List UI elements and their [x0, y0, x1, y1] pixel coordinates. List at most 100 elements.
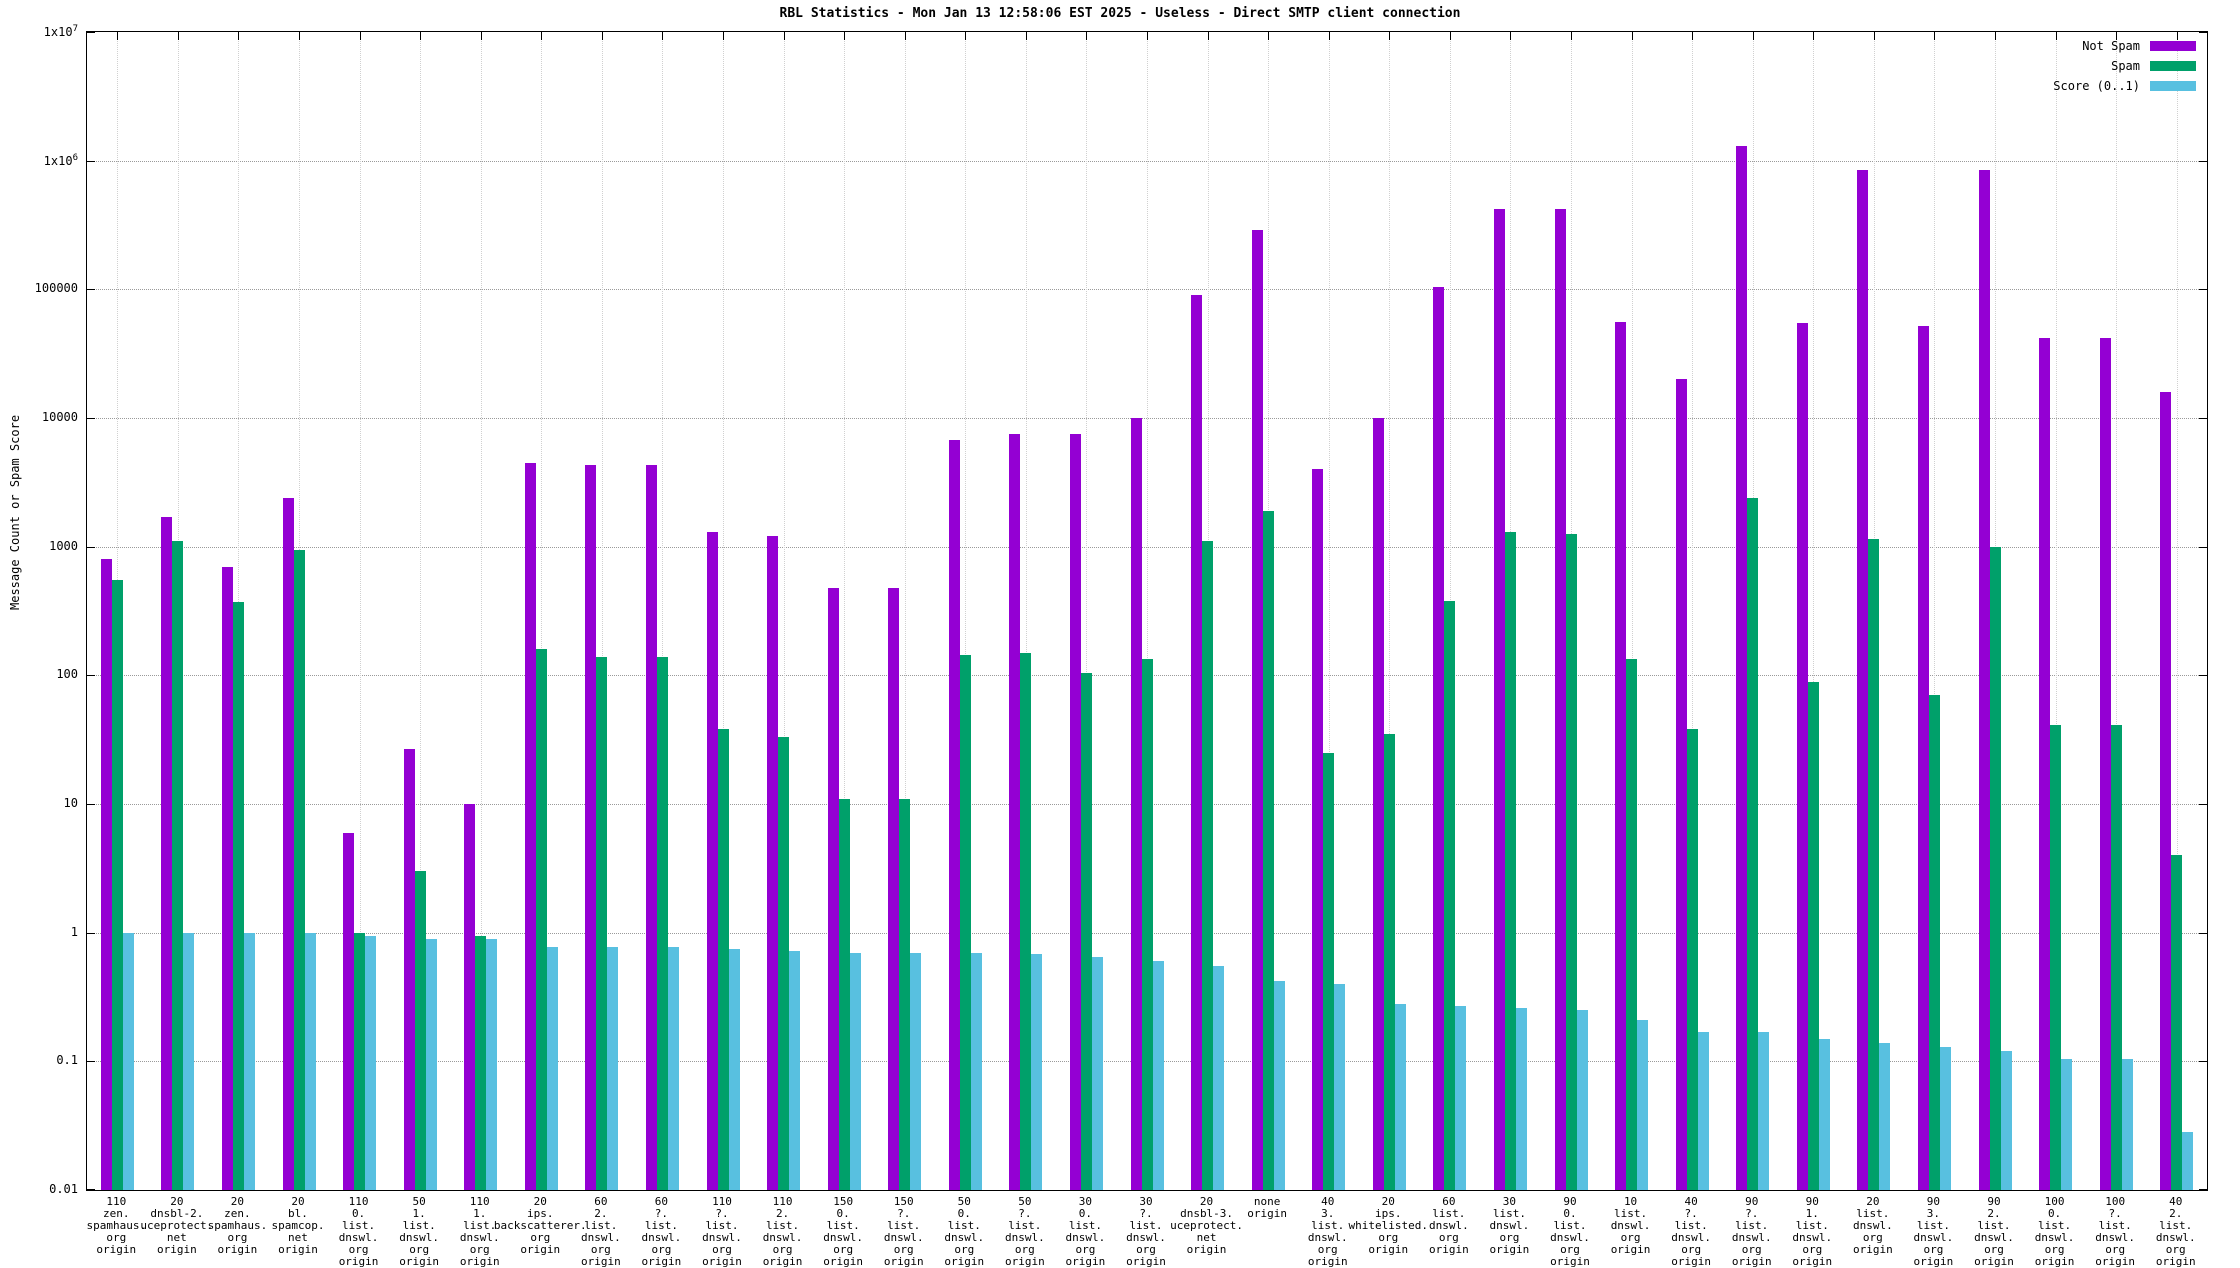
- bar-score-0-1: [607, 946, 619, 1190]
- y-tick-mark: [2199, 160, 2207, 162]
- grid-line-v: [783, 32, 785, 1190]
- bar-not-spam: [1554, 209, 1566, 1190]
- x-tick-mark: [783, 32, 785, 40]
- x-category-label: none origin: [1247, 1195, 1288, 1220]
- bar-not-spam: [1796, 322, 1808, 1190]
- y-tick-label: 0.1: [56, 1053, 78, 1068]
- bar-not-spam: [645, 465, 657, 1190]
- x-tick-mark: [1752, 32, 1754, 40]
- x-tick-labels: 110 zen. spamhaus. org origin 20 dnsbl-2. ucepr…: [86, 1195, 2206, 1268]
- bar-not-spam: [464, 804, 476, 1190]
- x-tick-mark: [238, 32, 240, 40]
- y-tick-label: 1000: [49, 538, 78, 553]
- bar-spam: [1565, 534, 1577, 1190]
- bar-not-spam: [1857, 169, 1869, 1190]
- x-category-label: 40?. list. dnswl. org origin: [1671, 1195, 1712, 1268]
- bar-spam: [959, 654, 971, 1190]
- y-tick-mark: [87, 675, 95, 677]
- legend-label-score: Score (0..1): [2053, 79, 2140, 93]
- bar-not-spam: [948, 439, 960, 1190]
- plot-area: [86, 31, 2208, 1191]
- x-category-label: 20 zen. spamhaus. org origin: [207, 1195, 268, 1256]
- grid-line-v: [1813, 32, 1815, 1190]
- bar-score-0-1: [1637, 1019, 1649, 1190]
- y-tick-mark: [2199, 804, 2207, 805]
- x-category-label: 20 list. dnswl. org origin: [1852, 1195, 1893, 1256]
- y-tick-mark: [87, 546, 95, 548]
- y-tick-label: 0.01: [49, 1182, 78, 1196]
- grid-line-v: [1025, 32, 1027, 1190]
- bar-not-spam: [706, 532, 718, 1190]
- bar-spam: [475, 935, 487, 1190]
- x-category-label: 20 dnsbl-2. uceprotect. net origin: [140, 1195, 214, 1256]
- bar-score-0-1: [1152, 961, 1164, 1190]
- y-tick-mark: [87, 932, 95, 934]
- x-category-label: 30 0. list. dnswl. org origin: [1065, 1195, 1106, 1268]
- legend-swatch-not-spam: [2150, 41, 2196, 51]
- y-tick-mark: [87, 1061, 95, 1063]
- legend-label-not-spam: Not Spam: [2082, 39, 2140, 53]
- x-tick-mark: [1207, 32, 1209, 40]
- bar-not-spam: [282, 497, 294, 1190]
- bar-spam: [899, 798, 911, 1190]
- x-category-label: 60?. list. dnswl. org origin: [641, 1195, 682, 1268]
- x-tick-mark: [1571, 32, 1572, 40]
- x-tick-mark: [1389, 32, 1391, 40]
- bar-score-0-1: [1758, 1031, 1770, 1190]
- bar-score-0-1: [667, 946, 679, 1190]
- bar-spam: [1383, 734, 1395, 1190]
- x-category-label: 110?. list. dnswl. org origin: [702, 1195, 742, 1268]
- x-category-label: 90 0. list. dnswl. org origin: [1550, 1195, 1590, 1268]
- x-tick-mark: [1147, 32, 1148, 40]
- y-tick-label: 1x107: [43, 24, 78, 39]
- x-tick-mark: [2176, 32, 2178, 40]
- x-category-label: 50?. list. dnswl. org origin: [1004, 1195, 1045, 1268]
- y-tick-mark: [87, 804, 95, 805]
- x-category-label: 110 2. list. dnswl. org origin: [762, 1195, 803, 1268]
- y-tick-mark: [2199, 675, 2207, 677]
- bar-not-spam: [221, 566, 233, 1190]
- bar-score-0-1: [1515, 1007, 1527, 1190]
- grid-line-v: [601, 32, 603, 1190]
- x-tick-mark: [1631, 32, 1633, 40]
- bar-not-spam: [767, 536, 779, 1190]
- bar-score-0-1: [1576, 1010, 1588, 1190]
- bar-score-0-1: [2182, 1132, 2194, 1190]
- grid-line-v: [904, 32, 906, 1190]
- x-tick-mark: [1268, 32, 1270, 40]
- y-tick-mark: [2199, 1061, 2207, 1063]
- x-category-label: 150 0. list. dnswl. org origin: [823, 1195, 864, 1268]
- bar-score-0-1: [1213, 966, 1225, 1190]
- x-category-label: 90 3. list. dnswl. org origin: [1913, 1195, 1954, 1268]
- y-tick-label: 10: [63, 796, 78, 810]
- x-tick-mark: [662, 32, 664, 40]
- bar-not-spam: [1009, 434, 1021, 1190]
- y-tick-mark: [87, 289, 95, 291]
- grid-line-v: [2116, 32, 2118, 1190]
- x-category-label: 100?. list. dnswl. org origin: [2095, 1195, 2136, 1268]
- grid-line-v: [1389, 32, 1391, 1190]
- bar-spam: [596, 656, 608, 1190]
- bar-score-0-1: [183, 932, 195, 1190]
- bar-score-0-1: [849, 952, 861, 1190]
- bar-not-spam: [1675, 379, 1687, 1190]
- bar-not-spam: [2099, 337, 2111, 1190]
- y-tick-mark: [2199, 418, 2207, 419]
- x-tick-mark: [1510, 32, 1512, 40]
- bar-spam: [1020, 652, 1032, 1190]
- bar-score-0-1: [1697, 1031, 1709, 1190]
- bar-not-spam: [1917, 325, 1929, 1190]
- bar-score-0-1: [304, 932, 316, 1190]
- x-tick-mark: [965, 32, 967, 40]
- bar-score-0-1: [546, 946, 558, 1190]
- bar-spam: [414, 871, 426, 1190]
- bar-not-spam: [403, 748, 415, 1190]
- y-tick-label: 100: [56, 667, 78, 682]
- x-category-label: 40 3. list. dnswl. org origin: [1307, 1195, 1348, 1268]
- y-tick-mark: [2199, 32, 2207, 33]
- bar-spam: [172, 541, 184, 1190]
- grid-line-v: [359, 32, 361, 1190]
- x-category-label: 50 1. list. dnswl. org origin: [399, 1195, 440, 1268]
- y-tick-label: 10000: [41, 410, 78, 424]
- bar-not-spam: [585, 465, 597, 1190]
